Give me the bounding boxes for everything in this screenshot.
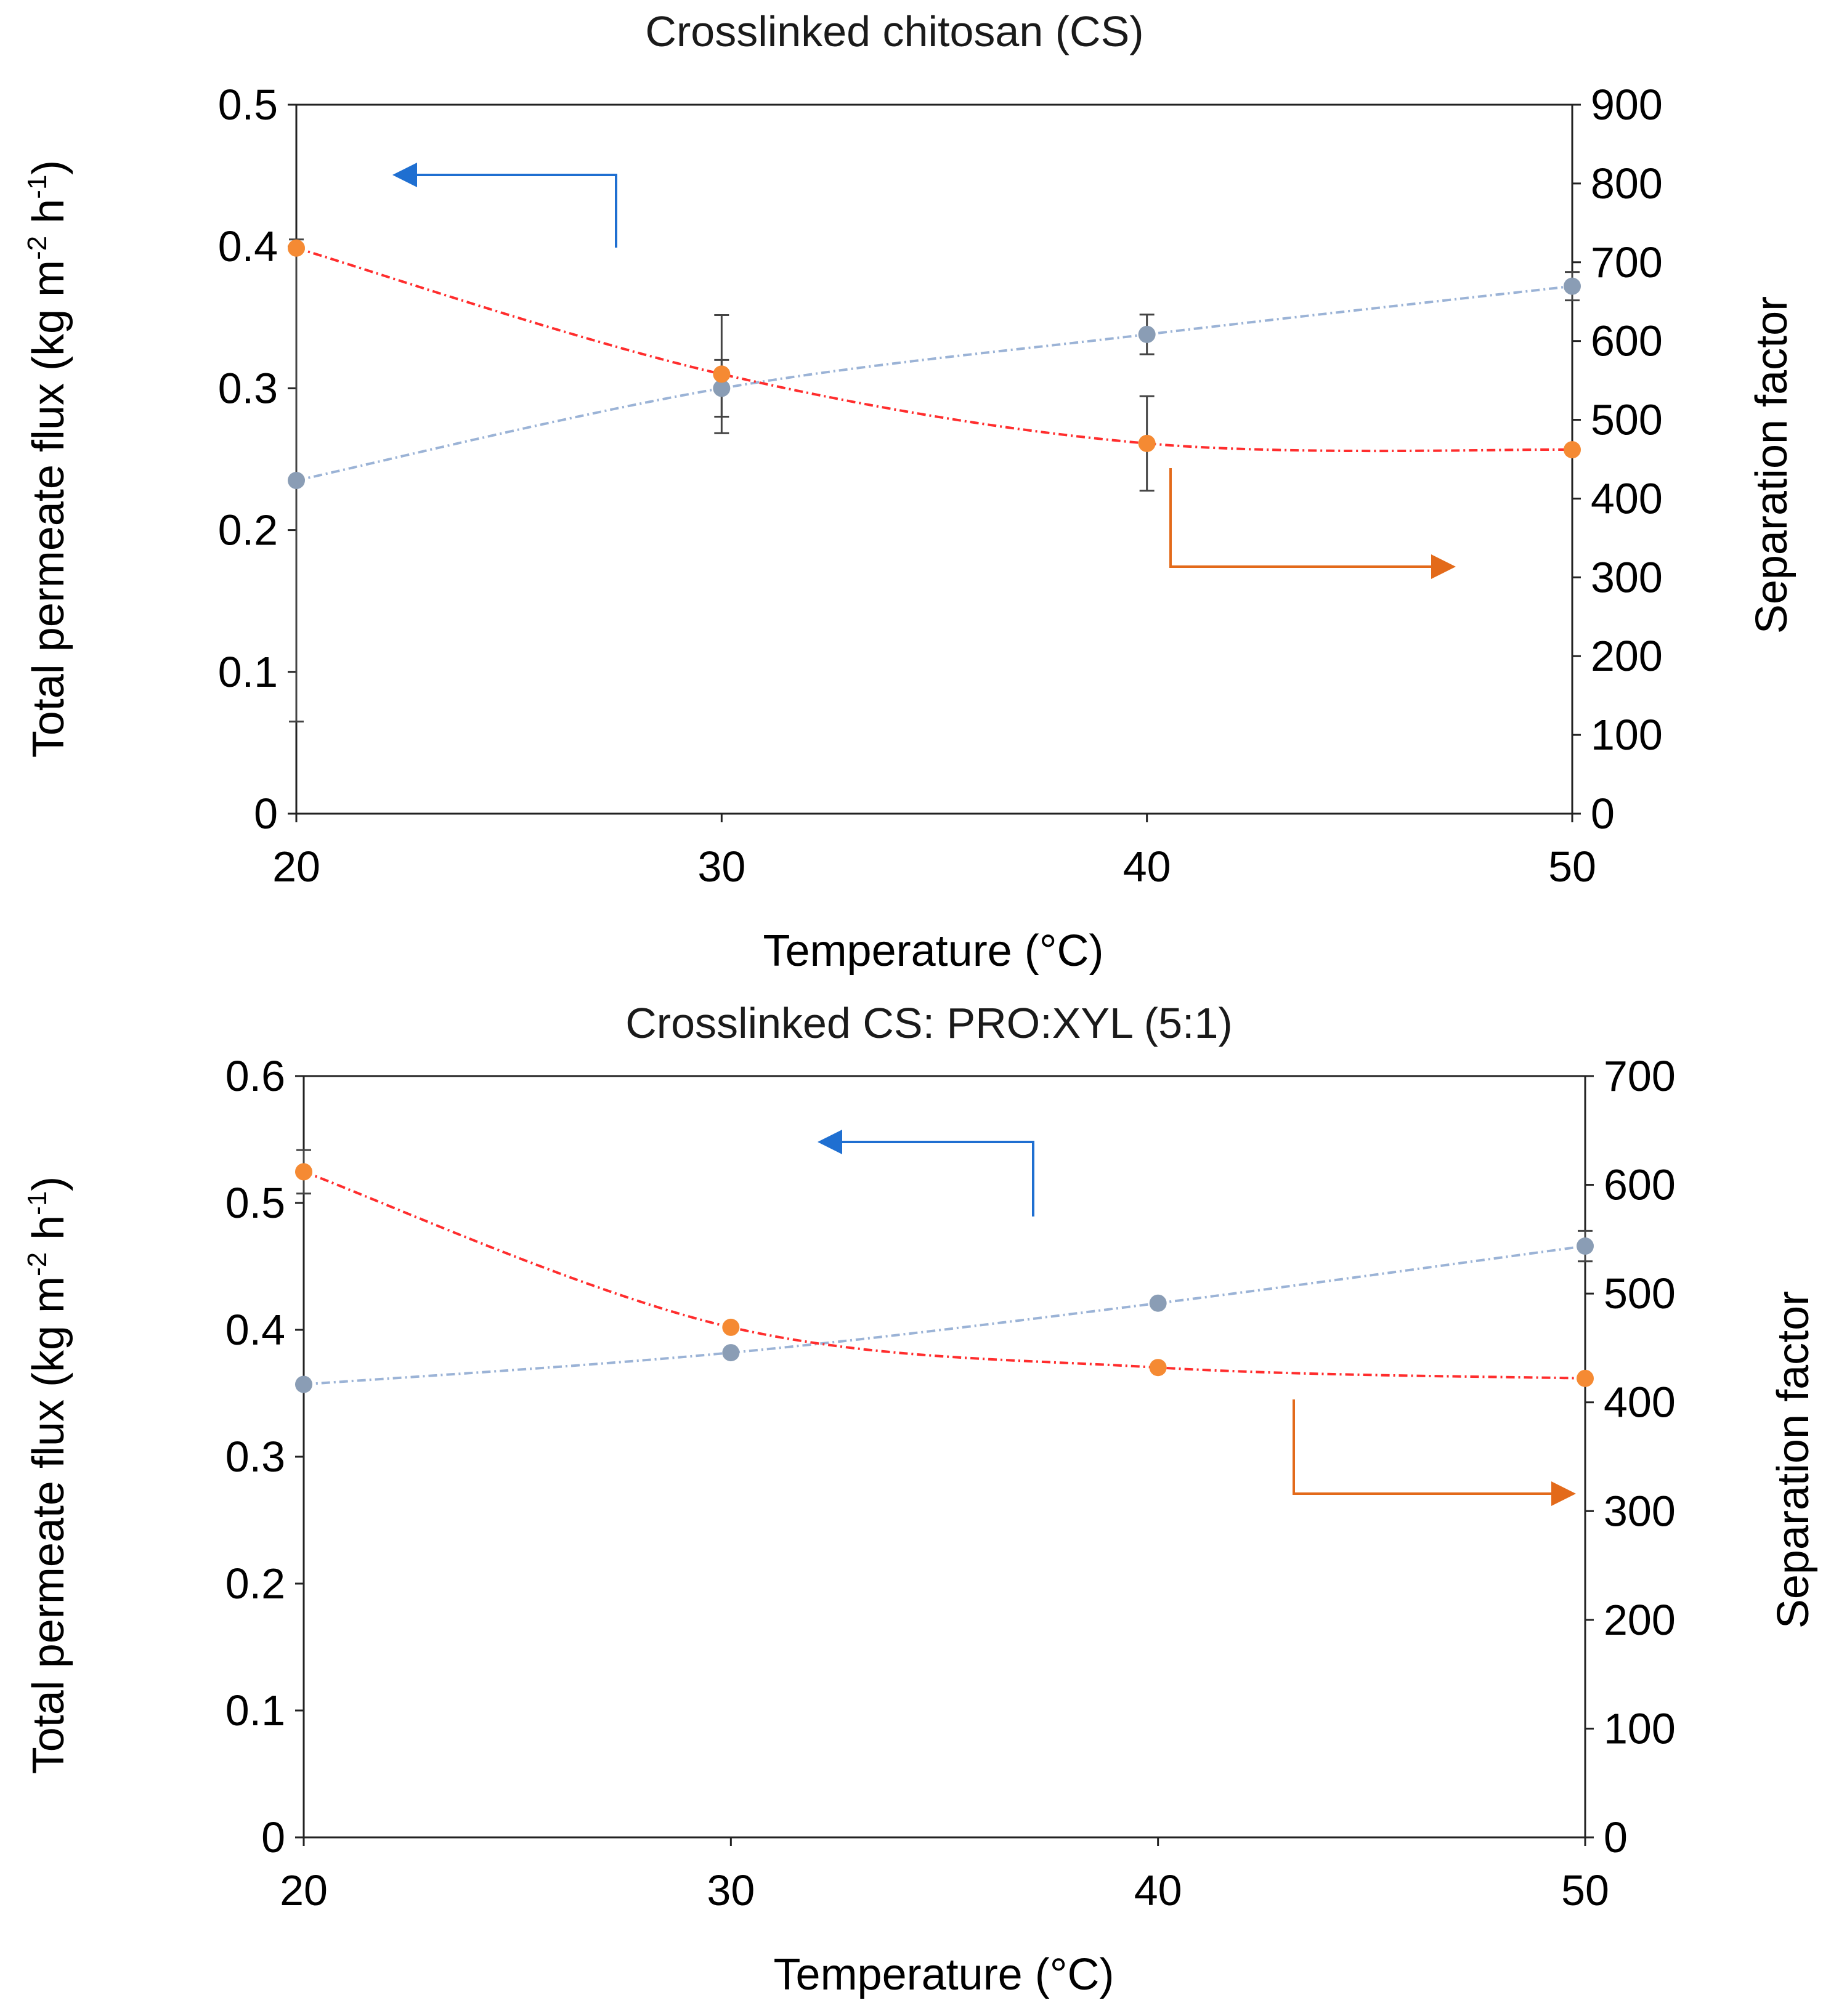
chart-title: Crosslinked chitosan (CS) [645,7,1143,55]
left-axis-ticks: 0 0.1 0.2 0.3 0.4 0.5 0.6 [225,1052,304,1861]
y2-tick-label: 400 [1591,474,1663,522]
y-axis-label-sup1: -2 [22,236,52,260]
series-line-1 [303,1170,1586,1380]
y-axis-label-sup2: -1 [22,1191,52,1215]
x-axis-ticks: 20 30 40 50 [272,814,1596,891]
chart-top: Crosslinked chitosan (CS) 00.10.20.30.40… [22,7,1796,976]
plot-area [302,1075,1586,1839]
y-tick-label: 0.5 [218,81,278,129]
y2-axis-label: Separation factor [1769,1291,1818,1629]
y2-axis-label: Separation factor [1747,296,1796,634]
y-tick-label: 0.2 [225,1560,285,1608]
x-tick-label: 50 [1548,843,1596,891]
y-axis-label-mid: h [24,199,73,236]
y2-tick-label: 600 [1604,1161,1676,1209]
y-tick-label: 0 [261,1813,285,1861]
data-point-series-0 [295,1375,312,1393]
data-point-series-1 [1564,441,1581,459]
y2-tick-label: 700 [1591,238,1663,286]
series-points [295,1163,1594,1393]
y2-tick-label: 300 [1604,1487,1676,1535]
y-axis-label: Total permeate flux (kg m-2 h-1) [22,1176,73,1775]
y-axis-label-sup1: -2 [22,1252,52,1276]
y-axis-label-mid: h [24,1215,73,1252]
y-tick-label: 0.1 [218,648,278,696]
y-tick-label: 0.3 [225,1433,285,1481]
y-axis-label-end: ) [24,1176,73,1191]
y2-tick-label: 700 [1604,1052,1676,1100]
series-line-0 [296,285,1573,482]
y-axis-label-end: ) [24,160,73,175]
data-point-series-1 [722,1318,740,1336]
series-lines [303,1170,1586,1386]
data-point-series-1 [295,1163,312,1181]
data-point-series-0 [722,1344,740,1362]
y-tick-label: 0 [254,790,278,838]
y2-tick-label: 200 [1591,632,1663,680]
data-point-series-1 [713,365,731,383]
data-point-series-0 [288,472,305,490]
y-tick-label: 0.3 [218,364,278,412]
x-tick-label: 40 [1123,843,1171,891]
series-lines [296,246,1573,482]
chart-title: Crosslinked CS: PRO:XYL (5:1) [625,999,1233,1047]
data-point-series-0 [1564,277,1581,295]
left-axis-arrow [818,1130,1034,1216]
data-point-series-0 [1138,325,1156,343]
y-tick-label: 0.2 [218,506,278,554]
data-point-series-1 [288,239,305,257]
data-point-series-1 [1138,434,1156,452]
x-tick-label: 40 [1134,1866,1182,1914]
y2-tick-label: 100 [1591,711,1663,759]
y-tick-label: 0.5 [225,1179,285,1227]
y2-tick-label: 800 [1591,160,1663,208]
y2-tick-label: 0 [1591,790,1615,838]
y-axis-label-main: Total permeate flux (kg m [24,260,73,758]
y-axis-label: Total permeate flux (kg m-2 h-1) [22,160,73,758]
data-point-series-0 [1577,1237,1594,1255]
x-tick-label: 50 [1561,1866,1609,1914]
data-point-series-1 [1577,1369,1594,1387]
y2-tick-label: 900 [1591,81,1663,129]
y-tick-label: 0.1 [225,1686,285,1735]
chart-bottom: Crosslinked CS: PRO:XYL (5:1) 0 0.1 0.2 0.3… [22,999,1818,1999]
y-tick-label: 0.4 [218,222,278,270]
y2-tick-label: 600 [1591,317,1663,365]
x-axis-ticks: 20 30 40 50 [280,1837,1609,1914]
right-axis-arrow [1169,468,1456,579]
x-tick-label: 20 [272,843,320,891]
data-point-series-0 [1149,1294,1167,1312]
y2-tick-label: 100 [1604,1704,1676,1752]
y2-tick-label: 0 [1604,1813,1628,1861]
x-axis-label: Temperature (°C) [763,926,1104,976]
y-axis-label-sup2: -1 [22,175,52,199]
right-axis-ticks: 0 100 200 300 400 500 600 700 [1585,1052,1676,1861]
x-tick-label: 30 [707,1866,755,1914]
right-axis-arrow [1293,1399,1576,1506]
data-point-series-1 [1149,1359,1167,1377]
left-axis-ticks: 0 0.1 0.2 0.3 0.4 0.5 [218,81,296,838]
data-point-series-0 [713,379,731,397]
series-points [288,239,1581,490]
y2-tick-label: 200 [1604,1596,1676,1644]
y2-tick-label: 500 [1604,1269,1676,1318]
y-axis-label-main: Total permeate flux (kg m [24,1276,73,1774]
series-line-0 [303,1245,1586,1386]
y2-tick-label: 300 [1591,553,1663,601]
y2-tick-label: 400 [1604,1378,1676,1427]
x-tick-label: 30 [697,843,745,891]
left-axis-arrow [392,163,617,248]
error-bars [296,1149,1593,1263]
y2-tick-label: 500 [1591,396,1663,444]
series-line-1 [296,246,1573,453]
plot-area [295,103,1573,815]
y-tick-label: 0.6 [225,1052,285,1100]
x-axis-label: Temperature (°C) [774,1950,1114,1999]
right-axis-ticks: 0 100 200 300 400 500 600 700 800 900 [1572,81,1663,838]
error-bars [289,238,1580,723]
x-tick-label: 20 [280,1866,328,1914]
y-tick-label: 0.4 [225,1306,285,1354]
